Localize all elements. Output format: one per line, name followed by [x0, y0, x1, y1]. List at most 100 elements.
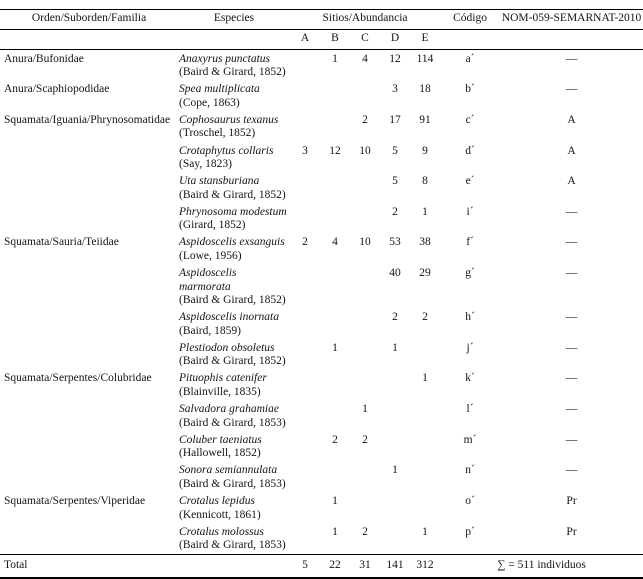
nom-status-cell: —: [565, 464, 578, 477]
table-row: Squamata/Serpentes/Viperidae Crotalus le…: [0, 492, 643, 523]
family-cell: [0, 142, 178, 173]
abundance-site-d: [380, 401, 410, 432]
abundance-site-a: [290, 339, 320, 370]
abundance-site-c: 2: [362, 525, 368, 538]
species-authority: (Blainville, 1835): [179, 386, 261, 398]
code-cell: e´: [465, 175, 475, 188]
abundance-site-e: 2: [422, 311, 428, 324]
header-spacer-orden: [0, 29, 178, 51]
species-name: Crotalus lepidus: [179, 494, 255, 507]
abundance-site-a: 2: [302, 236, 308, 249]
abundance-site-a: [290, 81, 320, 112]
abundance-site-a: [290, 370, 320, 401]
nom-status-cell: —: [565, 372, 578, 385]
abundance-site-a: [290, 492, 320, 523]
abundance-site-a: [290, 523, 320, 554]
abundance-site-c: 10: [359, 144, 371, 157]
code-cell: p´: [465, 525, 475, 538]
nom-status-cell: A: [567, 175, 576, 188]
species-cell: Plestiodon obsoletus (Baird & Girard, 18…: [178, 339, 290, 370]
abundance-site-c: [350, 492, 380, 523]
species-name: Uta stansburiana: [179, 175, 260, 188]
code-cell: o´: [465, 494, 475, 507]
code-cell: m´: [463, 433, 477, 446]
total-label: Total: [0, 553, 290, 579]
header-row-sites: A B C D E: [0, 29, 643, 51]
family-cell: Squamata/Iguania/Phrynosomatidae: [4, 113, 171, 126]
table-row: Salvadora grahamiae (Baird & Girard, 185…: [0, 401, 643, 432]
header-spacer-nom: [500, 29, 643, 51]
nom-status-cell: —: [565, 83, 578, 96]
code-cell: j´: [466, 341, 474, 354]
abundance-site-b: [320, 309, 350, 340]
abundance-site-a: [290, 173, 320, 204]
table-row: Squamata/Sauria/Teiidae Aspidoscelis exs…: [0, 234, 643, 265]
nom-status-cell: —: [565, 236, 578, 249]
species-authority: (Baird & Girard, 1853): [179, 477, 286, 490]
abundance-site-c: 2: [362, 433, 368, 446]
abundance-site-b: [320, 462, 350, 493]
code-cell: f´: [466, 236, 474, 249]
species-name: Salvadora grahamiae: [179, 403, 279, 416]
abundance-site-e: 8: [422, 175, 428, 188]
species-cell: Cophosaurus texanus (Troschel, 1852): [178, 111, 290, 142]
abundance-site-b: [320, 203, 350, 234]
abundance-site-e: [410, 401, 440, 432]
family-cell: [0, 523, 178, 554]
code-cell: k´: [465, 372, 475, 385]
table-row: Anura/Scaphiopodidae Spea multiplicata (…: [0, 81, 643, 112]
table-row: Coluber taeniatus (Hallowell, 1852) 2 2 …: [0, 431, 643, 462]
code-cell: g´: [465, 267, 475, 279]
header-spacer-especies: [178, 29, 290, 51]
family-cell: [0, 309, 178, 340]
code-cell: i´: [466, 205, 474, 218]
species-name: Spea multiplicata: [179, 83, 260, 96]
table-row: Phrynosoma modestum (Girard, 1852) 2 1 i…: [0, 203, 643, 234]
species-authority: (Baird & Girard, 1852): [179, 188, 286, 201]
nom-status-cell: Pr: [566, 525, 577, 538]
family-cell: Squamata/Serpentes/Viperidae: [4, 494, 146, 507]
species-authority: (Cope, 1863): [179, 96, 240, 109]
abundance-site-c: [350, 81, 380, 112]
site-label-a: A: [290, 29, 320, 51]
abundance-site-e: 29: [419, 267, 431, 279]
col-header-especies: Especies: [178, 9, 290, 30]
abundance-site-c: 10: [359, 236, 371, 249]
abundance-site-e: [410, 339, 440, 370]
abundance-site-b: [320, 173, 350, 204]
abundance-site-d: 3: [392, 83, 398, 96]
abundance-site-b: 2: [332, 433, 338, 446]
abundance-site-d: 1: [392, 341, 398, 354]
abundance-site-a: [290, 309, 320, 340]
code-cell: b´: [465, 83, 475, 96]
species-cell: Aspidoscelis marmorata (Baird & Girard, …: [178, 265, 290, 309]
abundance-site-b: [320, 401, 350, 432]
family-cell: [0, 265, 178, 309]
abundance-site-c: [350, 265, 380, 309]
abundance-site-c: [350, 173, 380, 204]
abundance-site-e: 91: [419, 113, 431, 126]
nom-status-cell: —: [565, 433, 578, 446]
species-authority: (Kennicott, 1861): [179, 508, 261, 521]
abundance-site-e: 1: [422, 205, 428, 218]
species-cell: Coluber taeniatus (Hallowell, 1852): [178, 431, 290, 462]
species-authority: (Baird & Girard, 1853): [179, 539, 286, 552]
species-cell: Crotalus molossus (Baird & Girard, 1853): [178, 523, 290, 554]
table-row: Squamata/Iguania/Phrynosomatidae Cophosa…: [0, 111, 643, 142]
table-row: Plestiodon obsoletus (Baird & Girard, 18…: [0, 339, 643, 370]
table-row: Crotaphytus collaris (Say, 1823) 3 12 10…: [0, 142, 643, 173]
abundance-site-d: 12: [389, 52, 401, 65]
species-name: Phrynosoma modestum: [179, 205, 287, 218]
nom-status-cell: —: [565, 267, 578, 279]
species-cell: Phrynosoma modestum (Girard, 1852): [178, 203, 290, 234]
abundance-site-e: 1: [422, 525, 428, 538]
table-row: Sonora semiannulata (Baird & Girard, 185…: [0, 462, 643, 493]
abundance-site-b: 12: [329, 144, 341, 157]
family-cell: [0, 339, 178, 370]
abundance-site-d: [380, 492, 410, 523]
nom-status-cell: —: [565, 403, 578, 416]
abundance-site-d: 2: [392, 205, 398, 218]
table-row: Anura/Bufonidae Anaxyrus punctatus (Bair…: [0, 50, 643, 81]
family-cell: [0, 401, 178, 432]
